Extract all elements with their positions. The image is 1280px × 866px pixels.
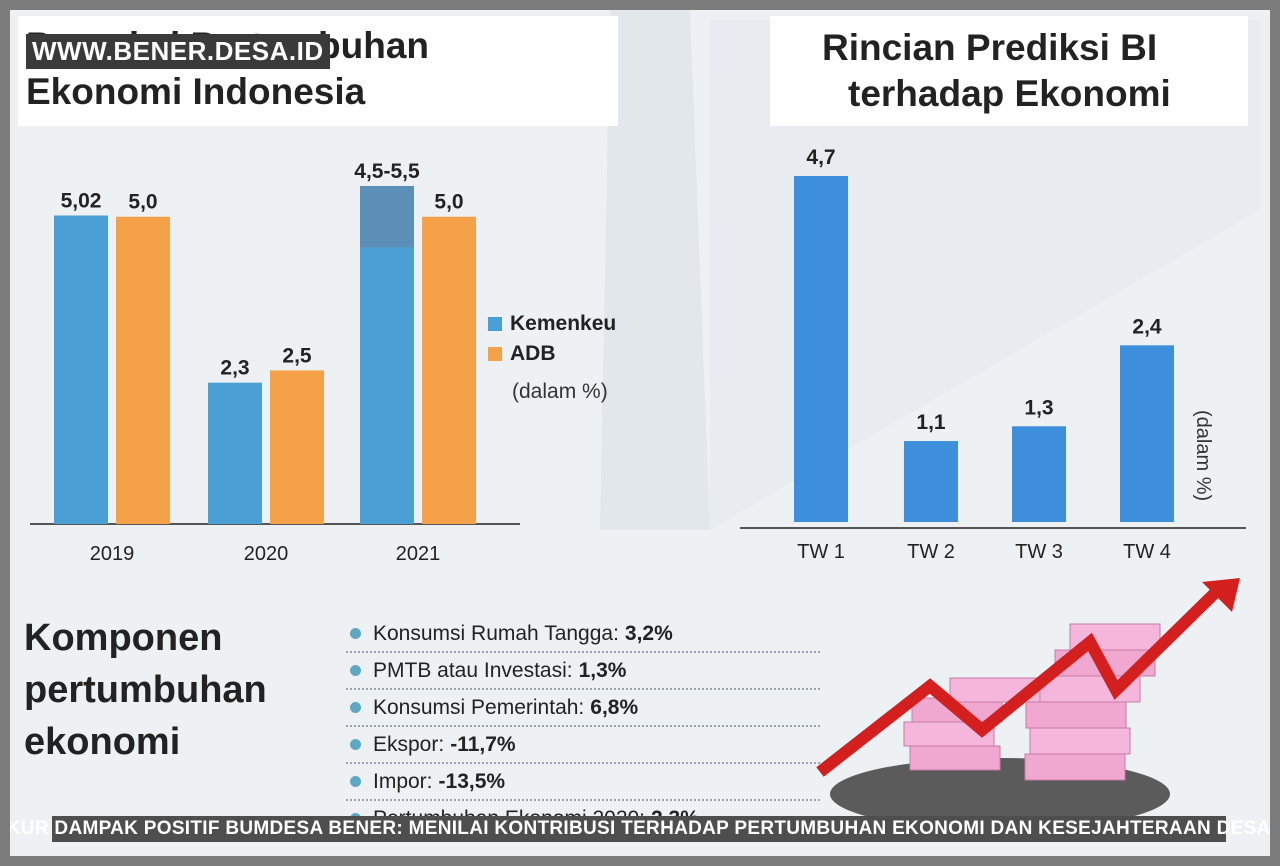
bar-kemenkeu-2020	[208, 382, 262, 524]
left-chart-title-line2: Ekonomi Indonesia	[26, 71, 366, 112]
komponen-value: -13,5%	[438, 769, 506, 793]
bar-kemenkeu-2019	[54, 215, 108, 525]
bar-tw3	[1012, 426, 1066, 522]
bar-adb-2021	[422, 216, 476, 524]
komponen-value: 6,8%	[590, 695, 639, 719]
x-tick-label: TW 3	[1015, 541, 1063, 563]
komponen-value: 1,3%	[578, 658, 627, 682]
bar-tw2	[904, 441, 958, 522]
komponen-item: Ekspor: -11,7%	[346, 727, 820, 764]
data-label: 5,0	[434, 191, 463, 214]
bar-tw4	[1120, 345, 1174, 522]
legend-label-kemenkeu: Kemenkeu	[510, 312, 617, 335]
right-chart-title-line1: Rincian Prediksi BI	[822, 27, 1158, 68]
legend-adb: ADB	[488, 342, 556, 366]
komponen-label: PMTB atau Investasi:	[373, 658, 573, 682]
x-tick-label: TW 2	[907, 541, 955, 563]
bullet-icon	[350, 739, 361, 750]
x-tick-label: TW 4	[1123, 541, 1171, 563]
bar-adb-2019	[116, 216, 170, 524]
right-chart-title-line2: terhadap Ekonomi	[848, 73, 1171, 114]
komponen-title-line1: Komponen	[24, 617, 223, 659]
x-tick-label: 2020	[244, 543, 289, 565]
komponen-item: Konsumsi Rumah Tangga: 3,2%	[346, 616, 820, 653]
data-label: 1,3	[1024, 396, 1053, 419]
legend-swatch-adb	[488, 347, 502, 361]
bar-adb-2020	[270, 370, 324, 524]
komponen-value: 3,2%	[624, 621, 673, 645]
komponen-label: Konsumsi Rumah Tangga:	[373, 621, 619, 645]
left-bar-chart: 5,02 5,0 2019 2,3 2,5 2020 4,5-5,5 5,0 2021 4,7 TW…	[30, 146, 1246, 565]
komponen-value: -11,7%	[450, 732, 516, 756]
growth-arrow-icon	[816, 583, 1225, 777]
legend-label-adb: ADB	[510, 342, 556, 365]
data-label: 4,5-5,5	[354, 160, 420, 183]
bullet-icon	[350, 665, 361, 676]
right-title-box: Rincian Prediksi BI terhadap Ekonomi	[770, 16, 1248, 126]
komponen-item: Impor: -13,5%	[346, 764, 820, 801]
data-label: 4,7	[806, 146, 835, 169]
left-unit-note: (dalam %)	[512, 380, 608, 403]
komponen-title: Komponen pertumbuhan ekonomi	[24, 612, 267, 768]
komponen-item: Konsumsi Pemerintah: 6,8%	[346, 690, 820, 727]
data-label: 2,3	[220, 357, 249, 380]
arrow-head-icon	[1202, 578, 1240, 612]
data-label: 2,5	[282, 344, 312, 367]
infographic: Proyeksi Pertumbuhan Ekonomi Indonesia W…	[10, 10, 1270, 856]
caption-bar: MENGUKUR DAMPAK POSITIF BUMDESA BENER: M…	[10, 816, 1270, 842]
komponen-list: Konsumsi Rumah Tangga: 3,2% PMTB atau Inv…	[346, 616, 820, 838]
bar-tw1	[794, 176, 848, 522]
komponen-item: PMTB atau Investasi: 1,3%	[346, 653, 820, 690]
bullet-icon	[350, 776, 361, 787]
data-label: 2,4	[1132, 315, 1162, 338]
growth-illustration	[816, 578, 1240, 828]
komponen-label: Impor:	[373, 769, 433, 793]
legend-kemenkeu: Kemenkeu	[488, 312, 616, 336]
x-tick-label: 2021	[396, 543, 441, 565]
x-tick-label: TW 1	[797, 541, 845, 563]
data-label: 1,1	[916, 411, 946, 434]
watermark: WWW.BENER.DESA.ID	[26, 34, 330, 69]
komponen-label: Ekspor:	[373, 732, 445, 756]
data-label: 5,02	[61, 189, 102, 212]
bullet-icon	[350, 628, 361, 639]
legend-swatch-kemenkeu	[488, 317, 502, 331]
bullet-icon	[350, 702, 361, 713]
bar-range-2021	[360, 186, 414, 248]
komponen-title-line3: ekonomi	[24, 721, 181, 763]
komponen-label: Konsumsi Pemerintah:	[373, 695, 585, 719]
x-tick-label: 2019	[90, 543, 135, 565]
data-label: 5,0	[128, 191, 157, 214]
right-unit-note: (dalam %)	[1192, 410, 1214, 502]
komponen-title-line2: pertumbuhan	[24, 669, 267, 711]
